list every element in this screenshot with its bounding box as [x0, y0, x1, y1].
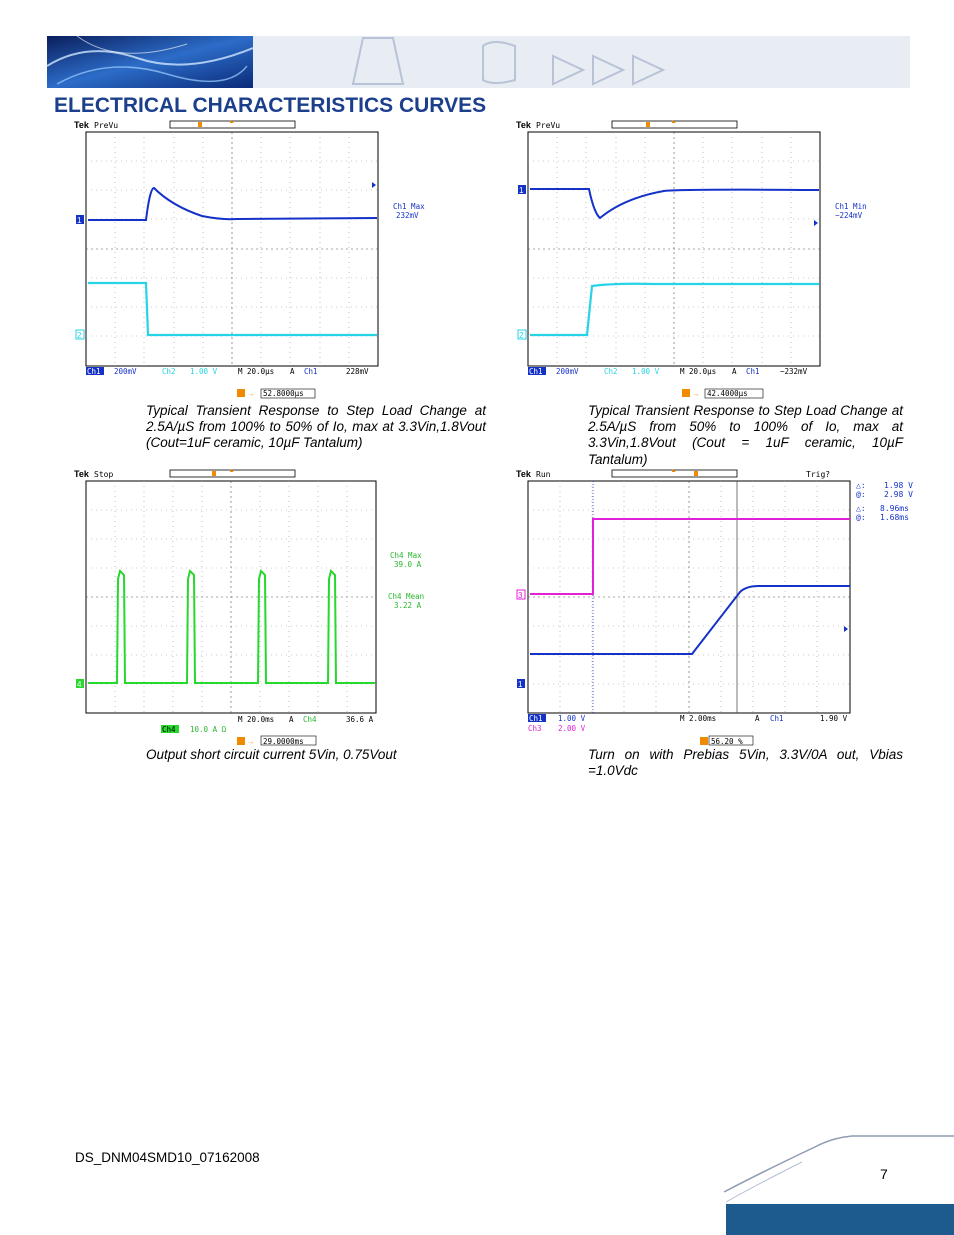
svg-text:42.4000µs: 42.4000µs [707, 389, 748, 398]
svg-text:10.0 A Ω: 10.0 A Ω [190, 725, 227, 734]
svg-text:36.6 A: 36.6 A [346, 715, 374, 724]
svg-text:Ch1: Ch1 [746, 367, 760, 376]
svg-text:Tek: Tek [516, 120, 532, 130]
svg-text:8.96ms: 8.96ms [880, 504, 909, 513]
page-number: 7 [880, 1166, 888, 1182]
scope-figure-3: Tek Stop T 4 Ch4 Max 39.0 A Ch4 Mean 3.2… [72, 467, 452, 749]
svg-text:M 20.0µs: M 20.0µs [238, 367, 274, 376]
header-decoration [351, 37, 666, 86]
svg-text:2.98 V: 2.98 V [884, 490, 913, 499]
scope-status: PreVu [94, 121, 118, 130]
scope-figure-1: Tek PreVu T 1 2 Ch1 [72, 118, 452, 400]
svg-text:2: 2 [519, 331, 524, 340]
svg-text:1.98 V: 1.98 V [884, 481, 913, 490]
svg-text:Ch4: Ch4 [162, 725, 176, 734]
footer-doc-code: DS_DNM04SMD10_07162008 [75, 1150, 260, 1165]
footer-graphic [723, 1135, 954, 1235]
svg-text:2.00 V: 2.00 V [558, 724, 586, 733]
svg-text:1.68ms: 1.68ms [880, 513, 909, 522]
svg-text:△:: △: [856, 504, 866, 513]
svg-text:1: 1 [77, 216, 82, 225]
header-banner [47, 36, 910, 88]
scope-status: Run [536, 470, 551, 479]
svg-text:56.20 %: 56.20 % [711, 737, 743, 746]
svg-text:Ch1: Ch1 [87, 367, 101, 376]
svg-text:M 20.0ms: M 20.0ms [238, 715, 274, 724]
svg-text:Tek: Tek [74, 120, 90, 130]
svg-text:4: 4 [77, 680, 82, 689]
svg-text:Ch1: Ch1 [529, 714, 543, 723]
svg-text:→: → [247, 737, 255, 746]
svg-text:@:: @: [856, 513, 866, 522]
svg-text:1.90 V: 1.90 V [820, 714, 848, 723]
figure-4-caption: Turn on with Prebias 5Vin, 3.3V/0A out, … [588, 747, 903, 779]
svg-text:29.0000ms: 29.0000ms [263, 737, 304, 746]
svg-text:Ch1 Min: Ch1 Min [835, 202, 867, 211]
svg-text:1.00 V: 1.00 V [558, 714, 586, 723]
svg-text:Ch4: Ch4 [303, 715, 317, 724]
svg-text:Tek: Tek [516, 469, 532, 479]
svg-text:1: 1 [519, 186, 524, 195]
svg-text:→: → [247, 389, 255, 398]
figure-1-caption: Typical Transient Response to Step Load … [146, 403, 486, 451]
svg-text:A: A [755, 714, 760, 723]
svg-text:1: 1 [518, 680, 523, 689]
figure-3-caption: Output short circuit current 5Vin, 0.75V… [146, 747, 397, 762]
figure-2-caption: Typical Transient Response to Step Load … [588, 403, 903, 467]
svg-text:200mV: 200mV [556, 367, 579, 376]
svg-text:3: 3 [518, 591, 523, 600]
svg-text:228mV: 228mV [346, 367, 369, 376]
svg-text:200mV: 200mV [114, 367, 137, 376]
scope-status: Stop [94, 470, 113, 479]
svg-text:Tek: Tek [74, 469, 90, 479]
svg-text:Ch4 Mean: Ch4 Mean [388, 592, 424, 601]
svg-text:@:: @: [856, 490, 866, 499]
scope-figure-2: Tek PreVu T 1 2 Ch1 Min −224mV [514, 118, 894, 400]
svg-text:39.0 A: 39.0 A [394, 560, 422, 569]
svg-text:Ch2: Ch2 [162, 367, 176, 376]
svg-text:Ch2: Ch2 [604, 367, 618, 376]
svg-text:Ch1: Ch1 [304, 367, 318, 376]
svg-text:Ch4 Max: Ch4 Max [390, 551, 422, 560]
svg-text:Ch1: Ch1 [770, 714, 784, 723]
svg-text:Trig?: Trig? [806, 470, 830, 479]
svg-text:1.00 V: 1.00 V [632, 367, 660, 376]
svg-text:M 20.0µs: M 20.0µs [680, 367, 716, 376]
svg-text:1.00 V: 1.00 V [190, 367, 218, 376]
svg-text:−232mV: −232mV [780, 367, 808, 376]
svg-text:M 2.00ms: M 2.00ms [680, 714, 716, 723]
svg-text:3.22 A: 3.22 A [394, 601, 422, 610]
scope-figure-4: Tek Run Trig? T 3 1 [514, 467, 934, 749]
svg-text:Ch1: Ch1 [529, 367, 543, 376]
svg-text:Ch1 Max: Ch1 Max [393, 202, 425, 211]
svg-text:232mV: 232mV [396, 211, 419, 220]
svg-text:−224mV: −224mV [835, 211, 863, 220]
page-title: ELECTRICAL CHARACTERISTICS CURVES [54, 94, 487, 117]
svg-text:A: A [732, 367, 737, 376]
header-photo [47, 36, 253, 88]
svg-text:2: 2 [77, 331, 82, 340]
scope-status: PreVu [536, 121, 560, 130]
svg-text:52.8000µs: 52.8000µs [263, 389, 304, 398]
svg-text:△:: △: [856, 481, 866, 490]
svg-text:A: A [289, 715, 294, 724]
svg-text:Ch3: Ch3 [528, 724, 542, 733]
svg-text:A: A [290, 367, 295, 376]
svg-text:→: → [692, 389, 700, 398]
